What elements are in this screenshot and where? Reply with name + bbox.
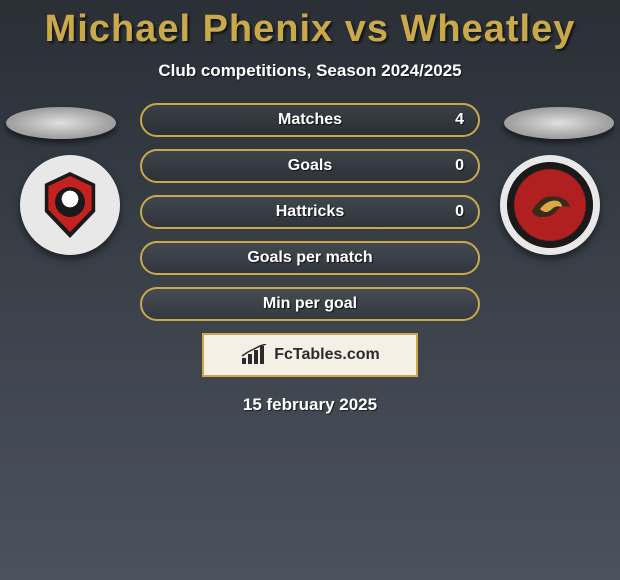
stat-right-value: 4 <box>455 111 464 129</box>
stat-row-hattricks: Hattricks 0 <box>140 195 480 229</box>
walsall-bird-icon <box>528 187 572 223</box>
subtitle: Club competitions, Season 2024/2025 <box>0 61 620 81</box>
stat-row-goals-per-match: Goals per match <box>140 241 480 275</box>
chart-bars-icon <box>240 344 268 366</box>
right-player-ellipse <box>504 107 614 139</box>
stat-row-min-per-goal: Min per goal <box>140 287 480 321</box>
left-badge-inner <box>27 162 113 248</box>
stat-right-value: 0 <box>455 203 464 221</box>
stats-list: Matches 4 Goals 0 Hattricks 0 Goals per … <box>140 103 480 321</box>
stat-right-value: 0 <box>455 157 464 175</box>
brand-box: FcTables.com <box>202 333 418 377</box>
stat-label: Goals per match <box>247 249 372 267</box>
walsall-ring-icon <box>507 162 593 248</box>
stat-row-goals: Goals 0 <box>140 149 480 183</box>
left-player-ellipse <box>6 107 116 139</box>
right-team-badge <box>500 155 600 255</box>
stat-label: Goals <box>288 157 332 175</box>
stat-label: Matches <box>278 111 342 129</box>
stat-row-matches: Matches 4 <box>140 103 480 137</box>
stat-label: Hattricks <box>276 203 344 221</box>
left-team-badge <box>20 155 120 255</box>
page-title: Michael Phenix vs Wheatley <box>0 0 620 51</box>
comparison-date: 15 february 2025 <box>0 395 620 415</box>
stat-label: Min per goal <box>263 295 357 313</box>
comparison-container: Matches 4 Goals 0 Hattricks 0 Goals per … <box>0 103 620 415</box>
salford-lion-icon <box>55 187 85 217</box>
brand-label: FcTables.com <box>274 346 380 364</box>
salford-shield-icon <box>42 172 98 238</box>
